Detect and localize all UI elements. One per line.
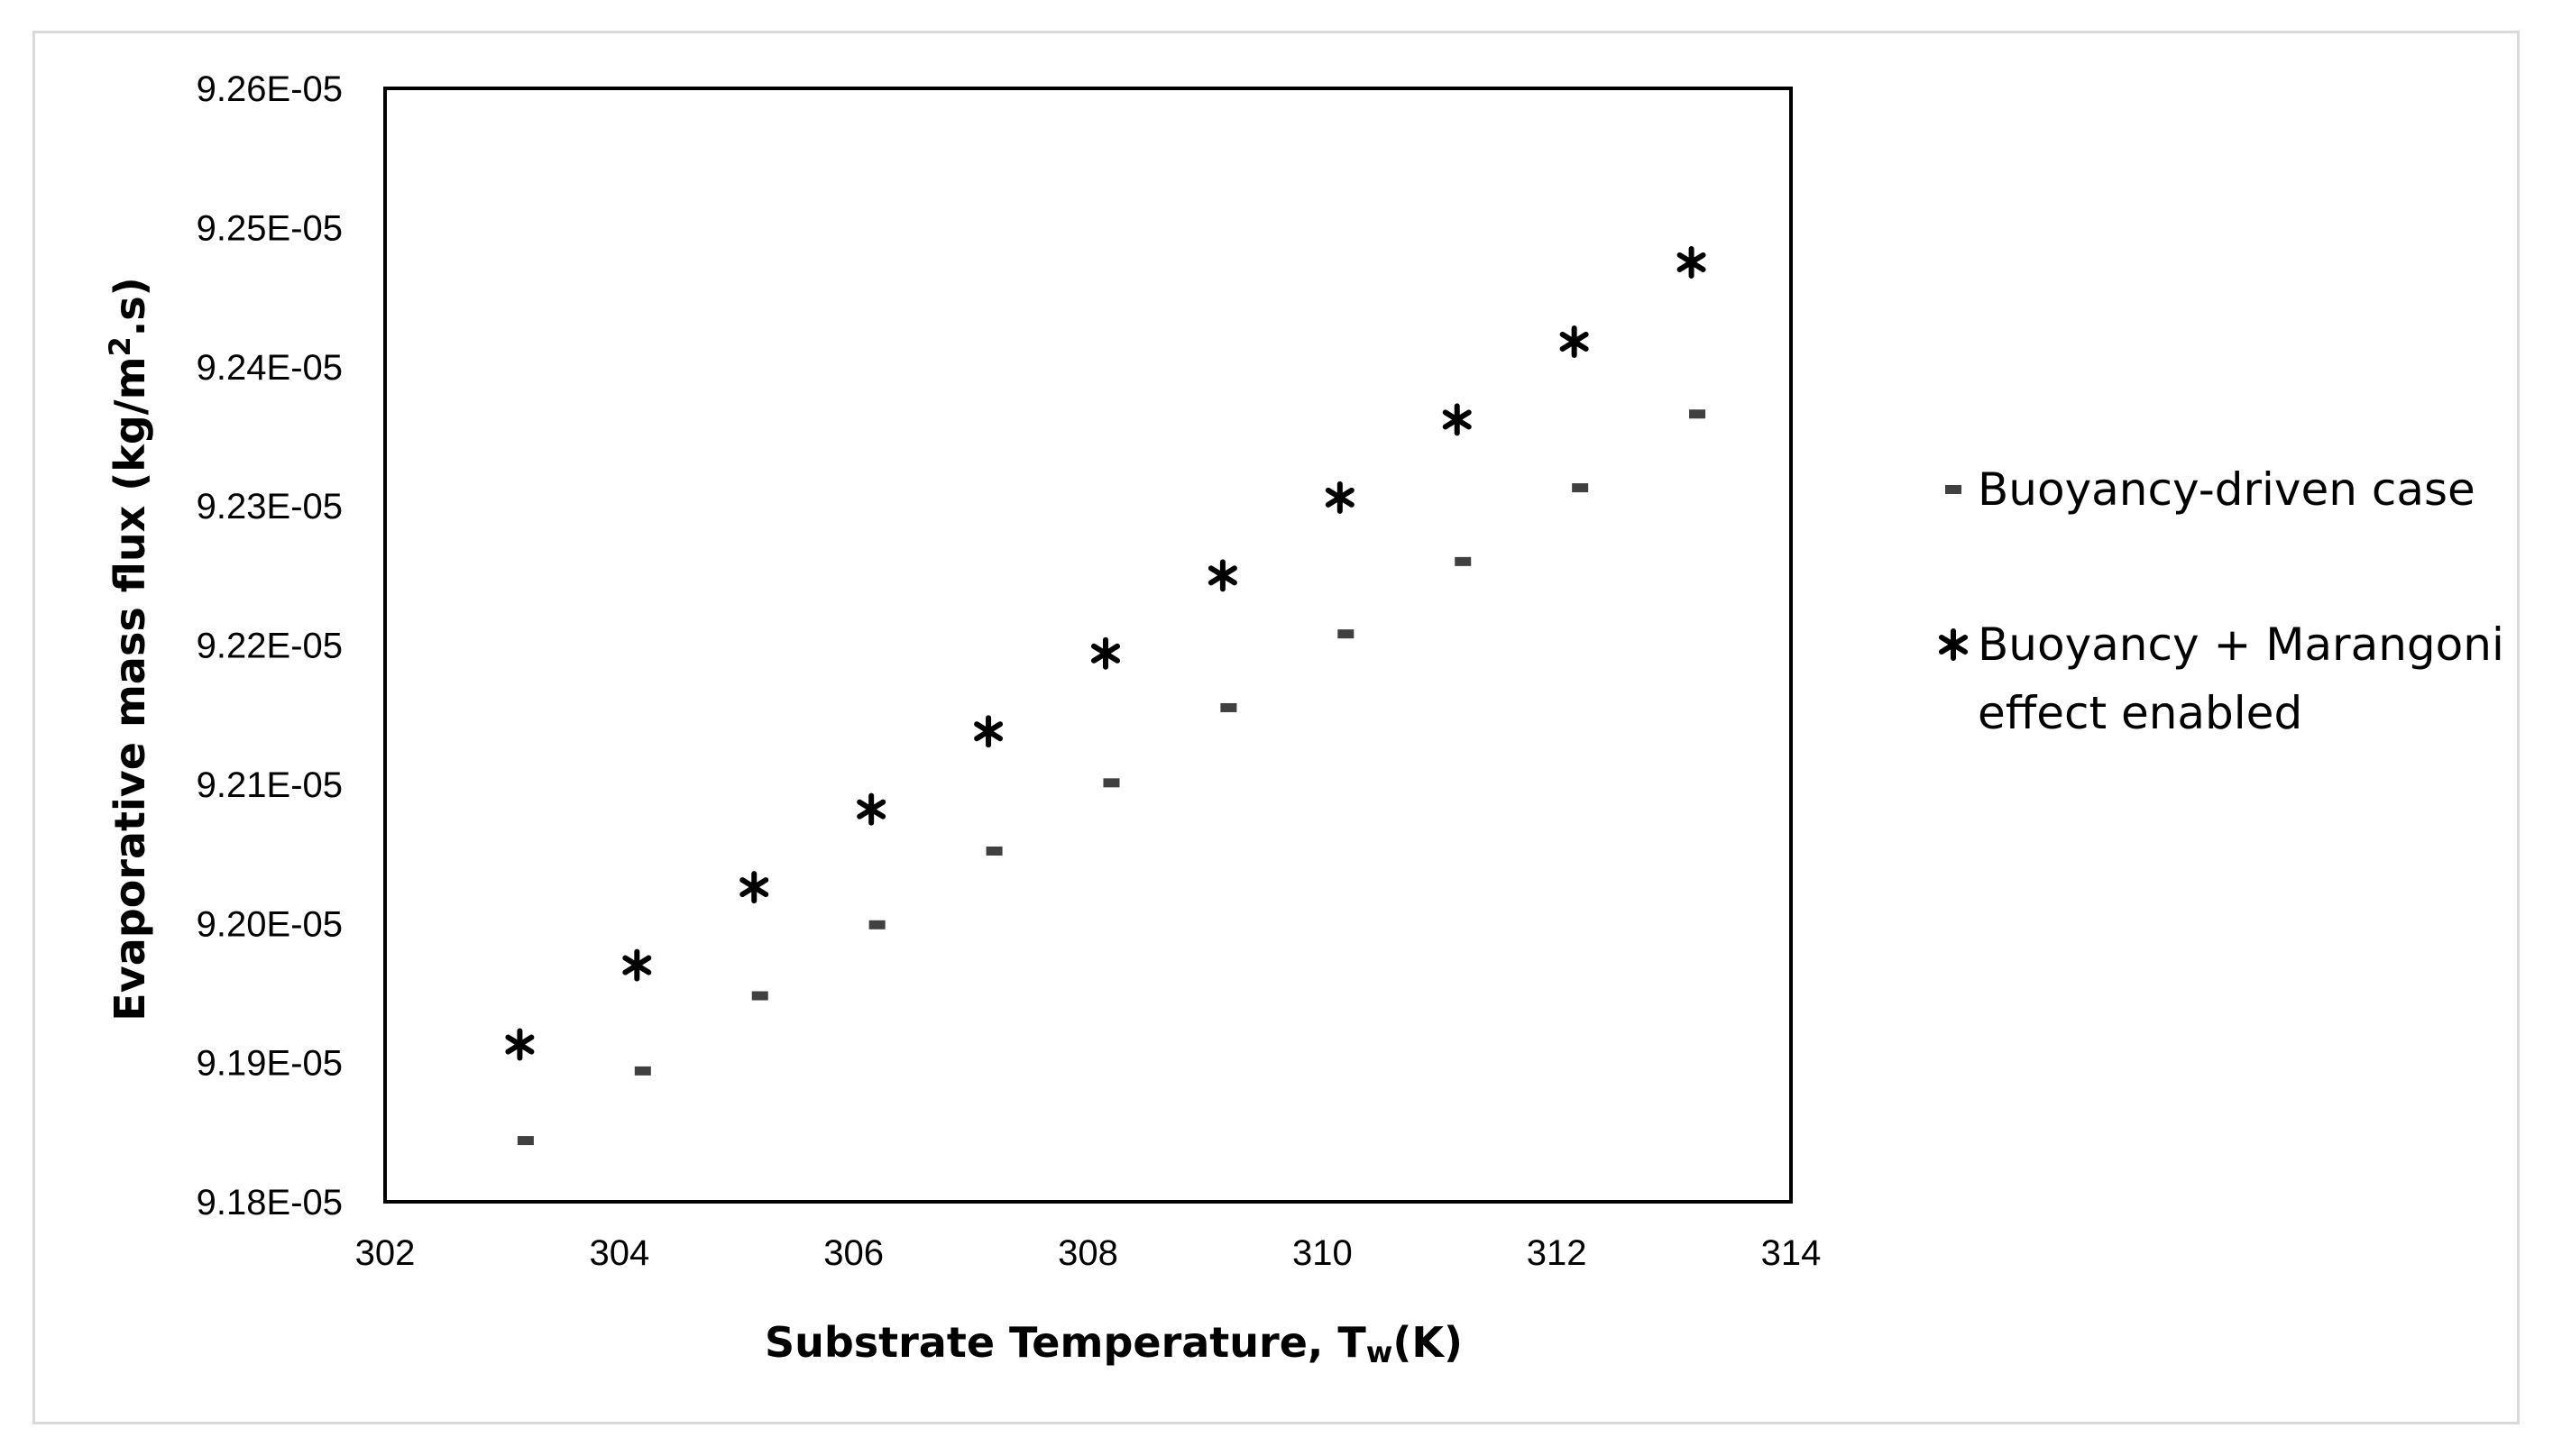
data-point-buoyancy-marangoni <box>1559 325 1589 358</box>
data-point-buoyancy-driven <box>1220 702 1237 712</box>
data-point-buoyancy-marangoni <box>1208 559 1237 592</box>
legend-marker-asterisk <box>1939 628 1968 661</box>
data-point-buoyancy-driven <box>634 1066 651 1076</box>
data-point-buoyancy-driven <box>517 1136 534 1146</box>
data-point-buoyancy-marangoni <box>1090 636 1120 670</box>
legend-label-marangoni-line1: Buoyancy + Marangoni <box>1978 618 2504 671</box>
x-tick-label: 308 <box>1058 1233 1118 1273</box>
data-point-buoyancy-marangoni <box>739 871 769 904</box>
legend: Buoyancy-driven case Buoyancy + Marangon… <box>1939 463 2504 739</box>
data-point-buoyancy-marangoni <box>974 715 1004 748</box>
legend-label-marangoni-line2: effect enabled <box>1978 687 2302 739</box>
legend-label-buoyancy-driven: Buoyancy-driven case <box>1978 463 2475 516</box>
data-point-buoyancy-driven <box>751 991 768 1001</box>
y-tick-label: 9.18E-05 <box>197 1183 343 1222</box>
y-axis-title: Evaporative mass flux (kg/m2.s) <box>103 277 154 1021</box>
x-tick-label: 306 <box>823 1233 884 1273</box>
data-point-buoyancy-marangoni <box>1325 481 1355 514</box>
y-tick-label: 9.20E-05 <box>197 904 343 944</box>
x-tick-labels: 302 304 306 308 310 312 314 <box>355 1233 1822 1273</box>
data-point-buoyancy-driven <box>1337 629 1355 639</box>
data-point-buoyancy-driven <box>986 846 1003 856</box>
data-point-buoyancy-marangoni <box>1676 245 1706 279</box>
series-buoyancy-marangoni <box>505 245 1706 1061</box>
data-point-buoyancy-driven <box>1572 483 1589 493</box>
plot-area <box>383 87 1793 1204</box>
data-point-buoyancy-driven <box>1103 778 1120 788</box>
x-tick-label: 312 <box>1527 1233 1587 1273</box>
y-tick-label: 9.24E-05 <box>197 348 343 388</box>
data-point-buoyancy-marangoni <box>1442 403 1472 436</box>
y-tick-label: 9.22E-05 <box>197 627 343 666</box>
data-point-buoyancy-driven <box>1455 556 1472 566</box>
legend-marker-dash <box>1945 485 1961 494</box>
x-tick-label: 304 <box>589 1233 649 1273</box>
data-point-buoyancy-marangoni <box>505 1028 535 1061</box>
chart-frame <box>32 31 2520 1424</box>
y-tick-label: 9.25E-05 <box>197 208 343 248</box>
data-point-buoyancy-driven <box>868 920 886 929</box>
data-point-buoyancy-marangoni <box>622 948 652 982</box>
x-tick-label: 302 <box>355 1233 416 1273</box>
y-tick-label: 9.26E-05 <box>197 69 343 109</box>
y-tick-labels: 9.26E-05 9.25E-05 9.24E-05 9.23E-05 9.22E-05… <box>197 69 343 1222</box>
x-tick-label: 310 <box>1292 1233 1353 1273</box>
data-point-buoyancy-driven <box>1689 409 1706 419</box>
y-tick-label: 9.23E-05 <box>197 487 343 527</box>
x-tick-label: 314 <box>1761 1233 1822 1273</box>
y-tick-label: 9.21E-05 <box>197 765 343 805</box>
series-buoyancy-driven <box>517 409 1706 1146</box>
y-tick-label: 9.19E-05 <box>197 1044 343 1084</box>
data-point-buoyancy-marangoni <box>857 792 886 826</box>
x-axis-title: Substrate Temperature, Tw(K) <box>765 1318 1463 1369</box>
